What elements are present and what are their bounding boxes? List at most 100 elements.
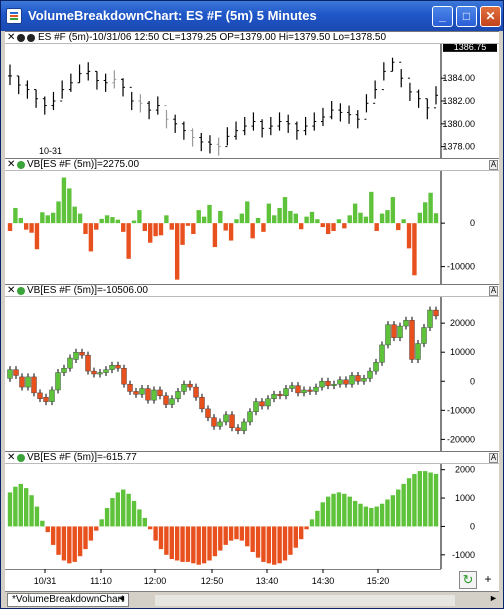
histogram-bar bbox=[369, 507, 374, 527]
series-dot-icon[interactable] bbox=[27, 34, 35, 42]
candle-body bbox=[283, 388, 289, 396]
time-axis: 10/31 11:10 12:00 12:50 13:40 14:30 15:20 bbox=[5, 569, 441, 586]
candle-body bbox=[217, 421, 223, 427]
histogram-bar bbox=[245, 201, 250, 224]
histogram-bar bbox=[223, 223, 228, 231]
candle-body bbox=[169, 398, 175, 405]
vb3-pane-close-icon[interactable]: ✕ bbox=[7, 452, 16, 463]
title-bar[interactable]: VolumeBreakdownChart: ES #F (5m) 5 Minut… bbox=[1, 1, 503, 31]
histogram-bar bbox=[309, 519, 315, 527]
candle-body bbox=[223, 414, 229, 423]
candle-body bbox=[97, 372, 103, 375]
histogram-bar bbox=[50, 526, 56, 545]
histogram-bar bbox=[164, 526, 169, 555]
histogram-bar bbox=[94, 223, 99, 230]
y-tick-label: 1378.00 bbox=[442, 142, 475, 152]
candle-body bbox=[331, 383, 337, 386]
autoscale-button[interactable]: A bbox=[489, 160, 498, 170]
histogram-bar bbox=[191, 223, 196, 235]
vb2-pane-close-icon[interactable]: ✕ bbox=[7, 285, 16, 296]
histogram-bar bbox=[153, 526, 158, 541]
histogram-bar bbox=[201, 526, 207, 564]
histogram-bar bbox=[369, 191, 374, 224]
price-chart[interactable]: 1384.00 1382.00 1380.00 1378.00 1386.75 10-31 bbox=[5, 44, 499, 158]
histogram-bar bbox=[363, 216, 369, 224]
vb3-pane-header: ✕ VB[ES #F (5m)]=-615.77 A bbox=[5, 451, 499, 464]
autoscale-button[interactable]: A bbox=[489, 453, 498, 463]
chart-area[interactable]: ✕ ES #F (5m)-10/31/06 12:50 CL=1379.25 O… bbox=[5, 31, 499, 591]
y-tick-label: 0 bbox=[470, 521, 475, 531]
histogram-bar bbox=[34, 223, 40, 250]
histogram-bar bbox=[423, 471, 428, 527]
histogram-bar bbox=[417, 212, 423, 224]
candle-body bbox=[31, 376, 37, 394]
histogram-bar bbox=[72, 526, 77, 562]
add-pane-button[interactable]: + bbox=[484, 572, 492, 586]
histogram-bar bbox=[433, 213, 439, 224]
scroll-left-icon[interactable]: ◄ bbox=[117, 593, 126, 603]
histogram-bar bbox=[428, 472, 433, 527]
histogram-bar bbox=[137, 210, 142, 224]
histogram-bar bbox=[218, 210, 223, 224]
y-tick-label: 10000 bbox=[450, 347, 475, 357]
autoscale-button[interactable]: A bbox=[489, 286, 498, 296]
candle-body bbox=[235, 427, 241, 431]
histogram-bar bbox=[94, 526, 99, 531]
histogram-bar bbox=[7, 492, 13, 527]
histogram-bar bbox=[110, 217, 115, 224]
histogram-bar bbox=[423, 202, 428, 224]
vb1-histogram[interactable]: 0 -10000 bbox=[5, 171, 499, 284]
y-tick-label: -20000 bbox=[447, 434, 475, 444]
x-tick-label: 14:30 bbox=[312, 576, 335, 586]
y-tick-label: -10000 bbox=[447, 262, 475, 272]
histogram-bar bbox=[29, 223, 34, 233]
minimize-button[interactable]: _ bbox=[432, 6, 453, 27]
candle-body bbox=[175, 391, 181, 399]
candle-body bbox=[415, 343, 421, 360]
candle-body bbox=[379, 344, 385, 363]
histogram-bar bbox=[45, 526, 50, 533]
histogram-bar bbox=[180, 223, 185, 245]
histogram-bar bbox=[121, 223, 126, 232]
x-tick-label: 11:10 bbox=[90, 576, 112, 586]
candle-body bbox=[277, 394, 283, 397]
candle-body bbox=[205, 408, 211, 418]
x-tick-label: 13:40 bbox=[256, 576, 279, 586]
candle-body bbox=[7, 369, 13, 379]
histogram-bar bbox=[245, 526, 250, 547]
candle-body bbox=[367, 370, 373, 379]
series-dot-icon[interactable] bbox=[17, 454, 25, 462]
candle-body bbox=[361, 378, 367, 382]
histogram-bar bbox=[196, 210, 201, 224]
series-dot-icon[interactable] bbox=[17, 287, 25, 295]
refresh-icon[interactable]: ↻ bbox=[459, 571, 477, 589]
candle-body bbox=[103, 369, 109, 373]
histogram-bar bbox=[67, 188, 72, 224]
y-tick-label: 2000 bbox=[455, 465, 475, 475]
scroll-right-icon[interactable]: ► bbox=[489, 593, 498, 603]
histogram-bar bbox=[169, 526, 174, 560]
horizontal-scrollbar[interactable] bbox=[155, 595, 455, 606]
vb2-candle-chart[interactable]: 20000 10000 0 -10000 -20000 bbox=[5, 297, 499, 451]
close-button[interactable]: ✕ bbox=[480, 6, 501, 27]
histogram-bar bbox=[412, 223, 417, 276]
histogram-bar bbox=[88, 223, 94, 252]
x-tick-label: 12:50 bbox=[201, 576, 224, 586]
vb3-histogram[interactable]: 2000 1000 0 -1000 bbox=[5, 464, 499, 569]
histogram-bar bbox=[298, 223, 304, 230]
series-dot-icon[interactable] bbox=[17, 34, 25, 42]
histogram-bar bbox=[250, 223, 255, 239]
maximize-button[interactable]: □ bbox=[456, 6, 477, 27]
price-pane-close-icon[interactable]: ✕ bbox=[7, 32, 16, 43]
candle-body bbox=[79, 352, 85, 356]
candle-body bbox=[337, 379, 343, 385]
candle-body bbox=[247, 411, 253, 423]
histogram-bar bbox=[126, 493, 131, 527]
histogram-bar bbox=[293, 526, 298, 548]
chart-tab[interactable]: *VolumeBreakdownChart bbox=[7, 593, 129, 607]
histogram-bar bbox=[396, 223, 401, 231]
vb2-pane-header: ✕ VB[ES #F (5m)]=-10506.00 A bbox=[5, 284, 499, 297]
series-dot-icon[interactable] bbox=[17, 161, 25, 169]
histogram-bar bbox=[288, 526, 293, 555]
vb1-pane-close-icon[interactable]: ✕ bbox=[7, 159, 16, 170]
